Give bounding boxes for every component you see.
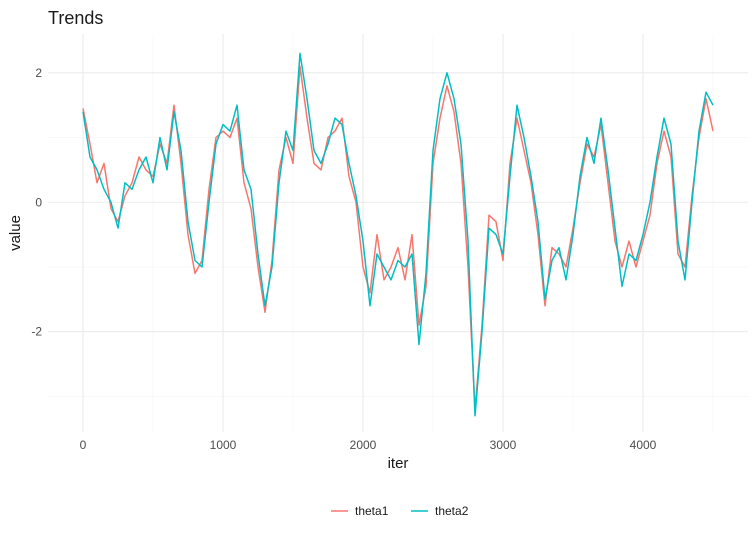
y-axis-ticks: -2 0 2 <box>31 66 42 339</box>
y-tick-label: 2 <box>35 66 42 80</box>
series-line-theta1 <box>82 65 714 411</box>
series-lines <box>82 52 714 417</box>
y-axis-title: value <box>7 215 24 251</box>
x-tick-label: 1000 <box>210 438 237 452</box>
x-tick-label: 2000 <box>350 438 377 452</box>
legend-label-theta2: theta2 <box>435 504 469 518</box>
x-tick-label: 3000 <box>490 438 517 452</box>
y-tick-label: 0 <box>35 195 42 209</box>
chart-title: Trends <box>48 8 103 28</box>
x-tick-label: 0 <box>80 438 87 452</box>
x-axis-title: iter <box>388 455 409 472</box>
x-axis-ticks: 0 1000 2000 3000 4000 <box>80 438 657 452</box>
y-tick-label: -2 <box>31 325 42 339</box>
legend: theta1 theta2 <box>331 504 469 518</box>
x-tick-label: 4000 <box>630 438 657 452</box>
legend-label-theta1: theta1 <box>355 504 389 518</box>
series-line-theta2 <box>82 52 714 417</box>
